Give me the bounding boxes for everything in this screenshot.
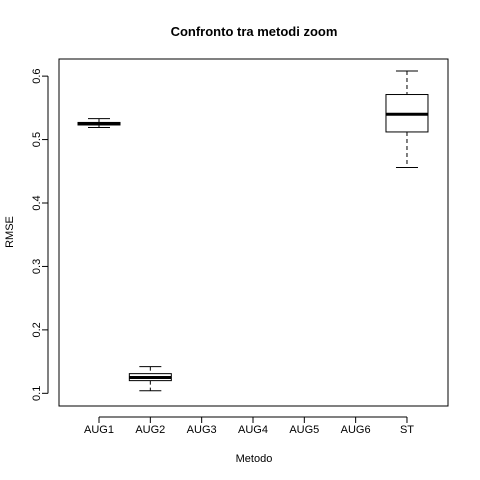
- box-aug1: [77, 118, 121, 129]
- chart-title: Confronto tra metodi zoom: [171, 24, 338, 39]
- box-aug2: [128, 366, 172, 392]
- x-axis-label: Metodo: [236, 453, 273, 465]
- x-tick-label: AUG1: [84, 424, 114, 436]
- y-tick-label: 0.2: [31, 322, 43, 337]
- x-tick-label: AUG3: [187, 424, 217, 436]
- x-tick-label: AUG6: [341, 424, 371, 436]
- y-tick-label: 0.1: [31, 386, 43, 401]
- y-axis-label: RMSE: [4, 216, 16, 248]
- y-tick-label: 0.4: [31, 195, 43, 210]
- y-tick-label: 0.6: [31, 68, 43, 83]
- x-tick-label: ST: [400, 424, 414, 436]
- y-tick-label: 0.5: [31, 132, 43, 147]
- plot-frame: [58, 58, 449, 407]
- x-tick-label: AUG2: [135, 424, 165, 436]
- box-st: [385, 70, 429, 168]
- y-tick-label: 0.3: [31, 259, 43, 274]
- x-tick-label: AUG4: [238, 424, 268, 436]
- x-tick-label: AUG5: [289, 424, 319, 436]
